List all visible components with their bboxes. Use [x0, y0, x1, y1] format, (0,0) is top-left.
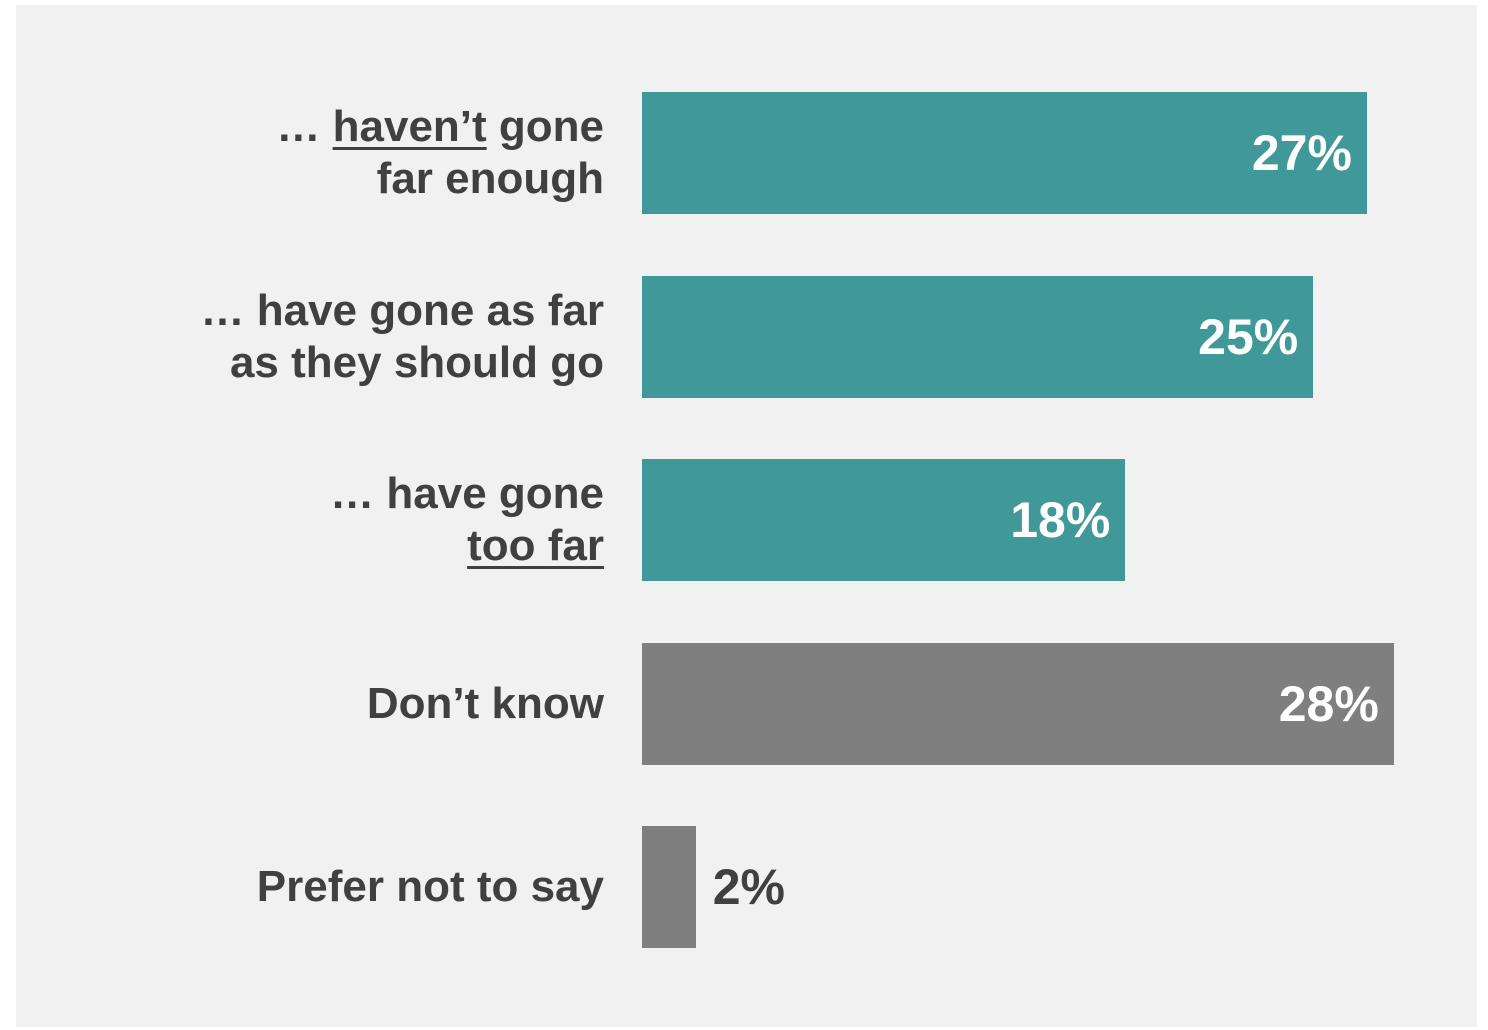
label-text: gone [486, 102, 604, 151]
label-text: Don’t know [366, 679, 604, 728]
category-label-line: Don’t know [124, 678, 604, 730]
category-label: Prefer not to say [124, 861, 604, 913]
bar [642, 276, 1314, 398]
label-text: Prefer not to say [256, 862, 604, 911]
category-label-line: … have gone [124, 468, 604, 520]
data-label: 27% [1251, 125, 1352, 181]
category-label-line: Prefer not to say [124, 861, 604, 913]
bar [642, 643, 1394, 765]
category-label: … have gone as far as they should go [124, 285, 604, 389]
label-text: … have gone [330, 469, 604, 518]
bar [642, 92, 1367, 214]
emphasis-underline: haven’t [332, 102, 487, 151]
category-label: … have gone too far [124, 468, 604, 572]
bar [642, 826, 696, 948]
emphasis-underline: too far [467, 521, 604, 570]
label-text: as they should go [229, 338, 604, 387]
category-label-line: far enough [124, 153, 604, 205]
category-label: Don’t know [124, 678, 604, 730]
category-label-line: as they should go [124, 337, 604, 389]
data-label: 2% [712, 859, 785, 915]
label-text: far enough [376, 154, 604, 203]
label-text: … [276, 102, 333, 151]
data-label: 25% [1198, 309, 1299, 365]
category-label-line: too far [124, 520, 604, 572]
category-label: … haven’t gone far enough [124, 101, 604, 205]
data-label: 28% [1278, 676, 1379, 732]
data-label: 18% [1010, 492, 1111, 548]
bar [642, 459, 1126, 581]
label-text: … have gone as far [200, 286, 604, 335]
category-label-line: … haven’t gone [124, 101, 604, 153]
category-label-line: … have gone as far [124, 285, 604, 337]
